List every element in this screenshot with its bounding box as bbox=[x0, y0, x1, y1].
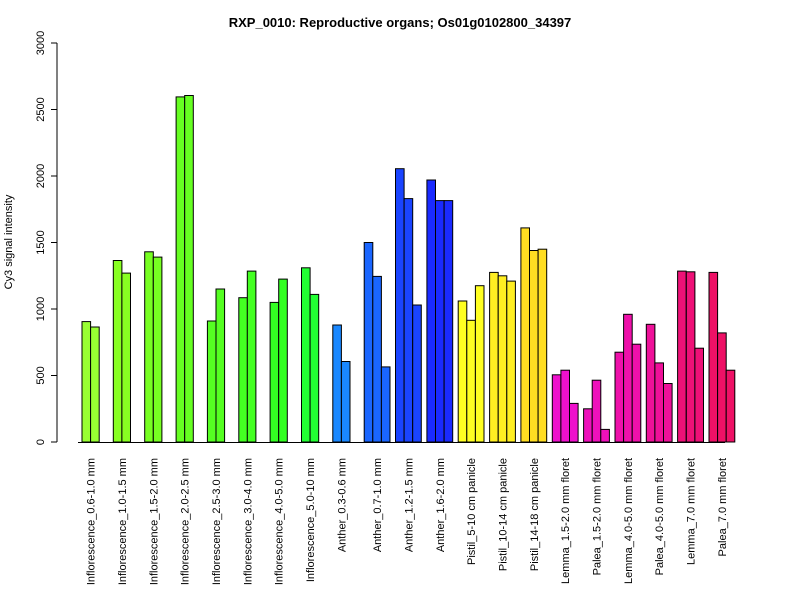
category-label: Inflorescence_2.0-2.5 mm bbox=[180, 458, 192, 585]
bar bbox=[246, 270, 257, 443]
category-label: Inflorescence_1.5-2.0 mm bbox=[148, 458, 160, 585]
bar bbox=[717, 332, 727, 443]
bar bbox=[215, 288, 226, 443]
category-label: Anther_1.2-1.5 mm bbox=[403, 458, 415, 552]
category-label: Inflorescence_4.0-5.0 mm bbox=[274, 458, 286, 585]
y-tick-label: 1500 bbox=[35, 230, 47, 254]
bar bbox=[645, 323, 656, 443]
bar bbox=[269, 301, 280, 443]
category-labels: Inflorescence_0.6-1.0 mm Inflorescence_1.… bbox=[86, 458, 729, 585]
y-tick-label: 2500 bbox=[35, 97, 47, 121]
bar bbox=[708, 271, 719, 443]
bar bbox=[443, 200, 454, 443]
bar bbox=[309, 293, 320, 443]
bar bbox=[278, 278, 288, 443]
bar bbox=[569, 402, 579, 443]
bar bbox=[663, 383, 673, 443]
category-label: Inflorescence_3.0-4.0 mm bbox=[242, 458, 254, 585]
bar bbox=[238, 297, 248, 443]
category-label: Pistil_14-18 cm panicle bbox=[529, 458, 541, 571]
bar bbox=[121, 272, 132, 443]
bar bbox=[301, 267, 311, 443]
category-label: Inflorescence_5.0-10 mm bbox=[305, 458, 317, 582]
bar bbox=[403, 198, 414, 443]
category-label: Anther_0.3-0.6 mm bbox=[336, 458, 348, 552]
bar bbox=[537, 248, 548, 443]
bar bbox=[466, 319, 476, 443]
bar bbox=[497, 275, 508, 443]
y-axis-label: Cy3 signal intensity bbox=[3, 194, 15, 289]
category-label: Inflorescence_2.5-3.0 mm bbox=[211, 458, 223, 585]
bar bbox=[206, 320, 217, 443]
bar bbox=[112, 260, 123, 443]
bar bbox=[600, 428, 610, 443]
bar bbox=[614, 351, 625, 443]
bar bbox=[152, 256, 163, 443]
category-label: Pistil_5-10 cm panicle bbox=[466, 458, 478, 565]
chart-title: RXP_0010: Reproductive organs; Os01g0102… bbox=[229, 15, 572, 30]
bar bbox=[560, 369, 571, 443]
category-label: Palea_7.0 mm floret bbox=[717, 458, 729, 556]
y-tick-label: 0 bbox=[35, 439, 47, 445]
bar bbox=[175, 96, 186, 443]
bar bbox=[685, 271, 696, 443]
bar bbox=[591, 379, 602, 443]
bar bbox=[340, 361, 351, 443]
bar bbox=[412, 304, 422, 443]
bar bbox=[144, 251, 154, 443]
y-tick-label: 2000 bbox=[35, 164, 47, 188]
bar bbox=[489, 271, 499, 443]
bar bbox=[457, 300, 468, 443]
bars bbox=[81, 95, 736, 443]
bar bbox=[184, 95, 194, 443]
category-label: Anther_0.7-1.0 mm bbox=[372, 458, 384, 552]
bar bbox=[435, 200, 445, 443]
category-label: Lemma_4.0-5.0 mm floret bbox=[623, 458, 635, 584]
bar bbox=[529, 250, 539, 443]
bar bbox=[583, 408, 593, 443]
category-label: Palea_4.0-5.0 mm floret bbox=[654, 458, 666, 575]
category-label: Inflorescence_1.0-1.5 mm bbox=[117, 458, 129, 585]
category-label: Pistil_10-14 cm panicle bbox=[497, 458, 509, 571]
bar bbox=[474, 285, 485, 443]
bar bbox=[81, 321, 92, 443]
y-tick-label: 1000 bbox=[35, 297, 47, 321]
bar bbox=[520, 227, 531, 443]
bar bbox=[372, 275, 382, 443]
bar bbox=[506, 280, 516, 443]
bar bbox=[654, 362, 665, 443]
bar bbox=[631, 343, 642, 443]
bar bbox=[426, 179, 436, 443]
category-label: Anther_1.6-2.0 mm bbox=[435, 458, 447, 552]
category-label: Lemma_1.5-2.0 mm floret bbox=[560, 458, 572, 584]
bar bbox=[363, 242, 374, 443]
y-tick-label: 3000 bbox=[35, 31, 47, 55]
bar bbox=[90, 326, 100, 443]
bar bbox=[677, 270, 687, 443]
bar bbox=[395, 168, 405, 443]
bar bbox=[694, 347, 705, 443]
bar bbox=[725, 369, 736, 443]
bar bbox=[551, 374, 562, 443]
y-tick-label: 500 bbox=[35, 366, 47, 384]
bar bbox=[380, 366, 391, 443]
category-label: Lemma_7.0 mm floret bbox=[686, 458, 698, 565]
category-label: Inflorescence_0.6-1.0 mm bbox=[86, 458, 98, 585]
bar bbox=[332, 324, 342, 443]
y-axis: 0 500 1000 1500 2000 2500 3000 bbox=[35, 31, 58, 445]
bar bbox=[623, 313, 633, 443]
category-label: Palea_1.5-2.0 mm floret bbox=[592, 458, 604, 575]
